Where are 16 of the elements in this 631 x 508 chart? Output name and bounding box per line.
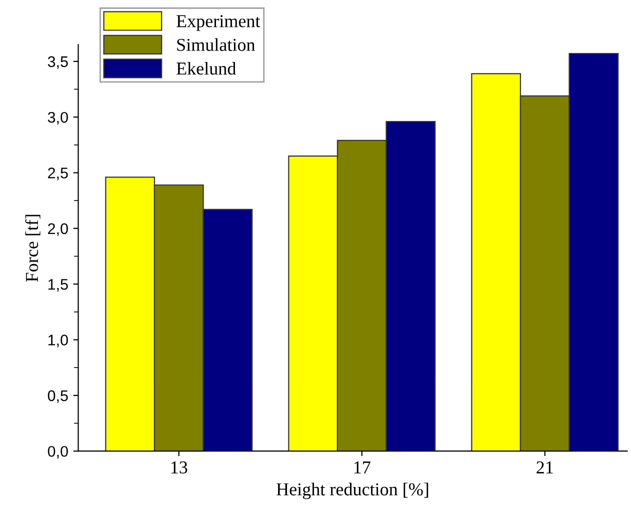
y-tick-label: 2,0 — [48, 223, 68, 236]
y-tick-label: 1,5 — [48, 279, 68, 292]
y-tick-label: 0,0 — [48, 446, 68, 459]
x-tick-label: 13 — [171, 461, 188, 474]
y-tick-label: 3,0 — [48, 112, 68, 125]
x-axis-title: Height reduction [%] — [276, 482, 428, 500]
y-tick-label: 2,5 — [48, 168, 68, 180]
y-tick-label: 0,5 — [48, 390, 68, 403]
legend-label: Experiment — [176, 15, 260, 31]
x-tick-label: 21 — [536, 461, 553, 474]
y-tick-label: 3,5 — [48, 56, 68, 69]
legend-label: Ekelund — [176, 62, 236, 75]
y-tick-label: 1,0 — [48, 334, 68, 348]
legend-label: Simulation — [177, 38, 256, 51]
x-tick-label: 17 — [354, 461, 370, 474]
y-axis-title: Force [tf] — [25, 214, 40, 282]
